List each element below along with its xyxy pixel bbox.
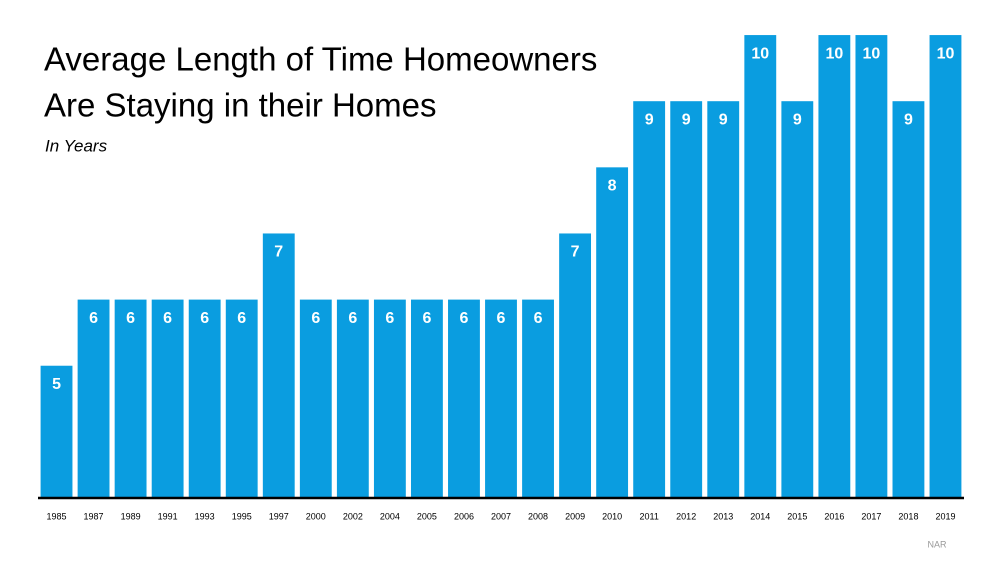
bar [40, 365, 73, 498]
bar [410, 299, 443, 498]
chart-title: Are Staying in their Homes [44, 87, 437, 124]
value-label: 6 [163, 310, 172, 327]
x-tick-label: 2004 [380, 511, 400, 521]
bar [448, 299, 480, 498]
value-label: 7 [571, 244, 580, 261]
x-tick-label: 1985 [47, 511, 67, 521]
x-tick-label: 2017 [861, 511, 881, 521]
bar [225, 299, 258, 498]
x-tick-label: 1987 [84, 511, 104, 521]
x-tick-label: 2005 [417, 511, 437, 521]
x-tick-label: 1991 [158, 511, 178, 521]
x-tick-label: 2008 [528, 511, 548, 521]
value-label: 6 [460, 310, 469, 327]
value-label: 9 [682, 111, 691, 128]
value-label: 9 [904, 111, 913, 128]
x-tick-label: 2000 [306, 511, 326, 521]
value-label: 5 [52, 376, 61, 393]
bar [707, 101, 740, 498]
x-tick-label: 1993 [195, 511, 215, 521]
bar [114, 299, 147, 498]
value-label: 9 [645, 111, 654, 128]
chart-title: Average Length of Time Homeowners [44, 41, 597, 78]
value-label: 6 [126, 310, 135, 327]
value-label: 6 [385, 310, 394, 327]
value-label: 6 [497, 310, 506, 327]
x-tick-label: 2016 [824, 511, 844, 521]
x-tick-label: 2014 [750, 511, 770, 521]
x-tick-label: 1989 [121, 511, 141, 521]
value-label: 6 [422, 310, 431, 327]
bar [744, 35, 777, 499]
x-tick-label: 2019 [935, 511, 955, 521]
bar [336, 299, 369, 498]
value-label: 8 [608, 178, 617, 195]
bar [188, 299, 221, 498]
bar [151, 299, 184, 498]
bar [299, 299, 332, 498]
x-tick-label: 2013 [713, 511, 733, 521]
x-tick-label: 2007 [491, 511, 511, 521]
x-tick-label: 2011 [639, 511, 658, 521]
value-label: 6 [237, 310, 246, 327]
value-label: 10 [751, 45, 769, 62]
bar [559, 233, 592, 498]
x-tick-label: 2002 [343, 511, 363, 521]
bar [262, 233, 295, 498]
chart-subtitle: In Years [45, 136, 108, 155]
value-label: 6 [200, 310, 209, 327]
bar [633, 101, 666, 498]
bar [373, 299, 406, 498]
value-label: 6 [311, 310, 320, 327]
x-tick-label: 2012 [676, 511, 696, 521]
bar [485, 299, 517, 498]
x-tick-label: 2009 [565, 511, 585, 521]
bar [818, 35, 851, 499]
x-tick-label: 1995 [232, 511, 252, 521]
bar [855, 35, 888, 499]
x-tick-label: 2015 [787, 511, 807, 521]
value-label: 9 [793, 111, 802, 128]
value-label: 10 [825, 45, 843, 62]
bar [522, 299, 554, 498]
value-label: 7 [274, 244, 283, 261]
bar [77, 299, 110, 498]
bar [892, 101, 925, 498]
value-label: 6 [534, 310, 543, 327]
value-label: 6 [89, 310, 98, 327]
bar [596, 167, 629, 499]
value-label: 6 [348, 310, 357, 327]
bar [670, 101, 703, 498]
bar [781, 101, 814, 498]
x-tick-label: 2006 [454, 511, 474, 521]
value-label: 10 [863, 45, 881, 62]
bar [929, 35, 962, 499]
x-tick-label: 2018 [898, 511, 918, 521]
x-tick-label: 2010 [602, 511, 622, 521]
source: NAR [927, 539, 947, 549]
value-label: 10 [937, 45, 955, 62]
x-tick-label: 1997 [269, 511, 289, 521]
value-label: 9 [719, 111, 728, 128]
